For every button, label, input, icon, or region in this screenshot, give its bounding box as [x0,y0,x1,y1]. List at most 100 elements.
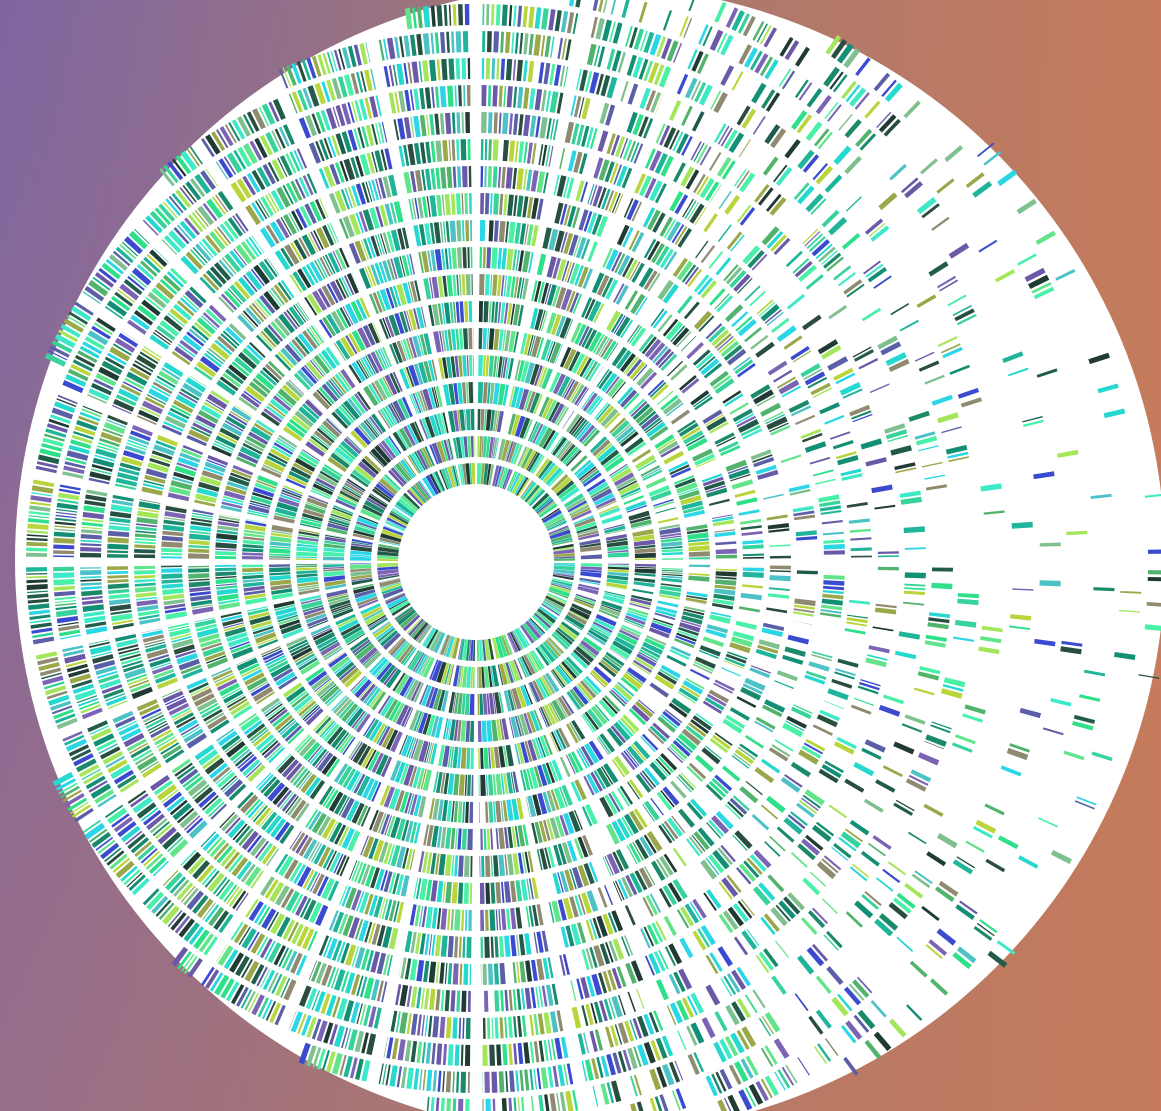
mosaic-block [316,258,328,278]
mosaic-block [553,631,571,648]
mosaic-block [355,299,368,320]
mosaic-block [149,457,171,468]
mosaic-block [610,1025,619,1047]
mosaic-block [73,431,94,440]
mosaic-block [204,904,220,923]
mosaic-block [392,508,411,520]
mosaic-block [212,766,231,783]
mosaic-block [198,749,219,766]
mosaic-block [322,848,335,869]
mosaic-block [360,806,371,827]
mosaic-block [663,820,679,840]
mosaic-block [228,698,248,712]
mosaic-block [625,874,638,896]
mosaic-block [568,234,579,256]
mosaic-block [550,789,560,811]
mosaic-block [242,175,256,196]
mosaic-block [289,690,308,705]
mosaic-block [88,388,110,401]
mosaic-block [790,811,808,826]
mosaic-block [418,796,427,818]
mosaic-block [422,851,429,873]
mosaic-block [334,190,347,212]
mosaic-block [914,431,936,440]
mosaic-block [327,726,344,745]
mosaic-block [217,771,236,789]
mosaic-block [500,302,506,324]
mosaic-block [507,689,515,711]
mosaic-block [291,91,303,113]
mosaic-block [467,436,472,458]
mosaic-block [305,988,318,1010]
mosaic-block [677,691,696,704]
mosaic-block [774,680,794,690]
mosaic-block [41,672,62,680]
mosaic-block [670,325,686,343]
mosaic-block [396,901,404,923]
mosaic-block [314,678,332,692]
mosaic-block [760,304,780,322]
mosaic-block [625,500,647,511]
mosaic-block [583,429,601,447]
mosaic-block [706,889,722,909]
mosaic-block [688,575,710,582]
mosaic-block [317,846,331,868]
mosaic-block [226,415,246,430]
mosaic-block [159,278,178,295]
mosaic-block [115,634,137,642]
mosaic-block [524,484,540,503]
mosaic-block [215,567,237,572]
mosaic-block [299,897,312,918]
mosaic-block [540,339,552,361]
mosaic-block [48,694,70,706]
mosaic-block [773,164,788,183]
mosaic-block [165,695,185,706]
mosaic-block [432,1016,440,1038]
mosaic-block [517,627,530,646]
mosaic-block [335,308,349,329]
mosaic-block [792,505,814,513]
mosaic-block [555,629,573,645]
mosaic-block [108,588,130,594]
mosaic-block [705,954,719,975]
mosaic-block [485,409,492,431]
mosaic-block [740,518,762,525]
mosaic-block [60,324,81,338]
mosaic-block [274,604,296,611]
mosaic-block [570,417,585,436]
mosaic-block [231,984,245,1005]
mosaic-block [341,886,352,907]
mosaic-block [323,464,343,477]
mosaic-block [244,866,262,887]
mosaic-block [306,871,318,891]
mosaic-block [335,614,356,626]
mosaic-block [409,904,417,926]
mosaic-block [394,761,406,783]
mosaic-block [351,710,366,729]
mosaic-block [553,564,575,567]
mosaic-block [618,429,636,444]
mosaic-block [336,495,357,508]
mosaic-block [154,329,173,343]
mosaic-block [678,687,699,702]
mosaic-block [648,1012,660,1033]
mosaic-block [168,625,190,632]
mosaic-block [930,724,951,734]
mosaic-block [553,119,559,141]
mosaic-block [186,331,205,347]
mosaic-block [940,688,963,699]
mosaic-block [836,451,857,460]
mosaic-block [436,413,445,435]
mosaic-block [349,213,361,236]
mosaic-block [370,351,384,372]
mosaic-block [274,714,293,731]
mosaic-block [504,1017,508,1039]
mosaic-block [337,371,352,391]
mosaic-block [709,370,729,387]
mosaic-block [348,740,361,759]
mosaic-block [238,828,254,847]
mosaic-block [758,882,776,901]
mosaic-block [910,769,932,783]
mosaic-block [673,971,686,993]
mosaic-block [900,496,922,505]
